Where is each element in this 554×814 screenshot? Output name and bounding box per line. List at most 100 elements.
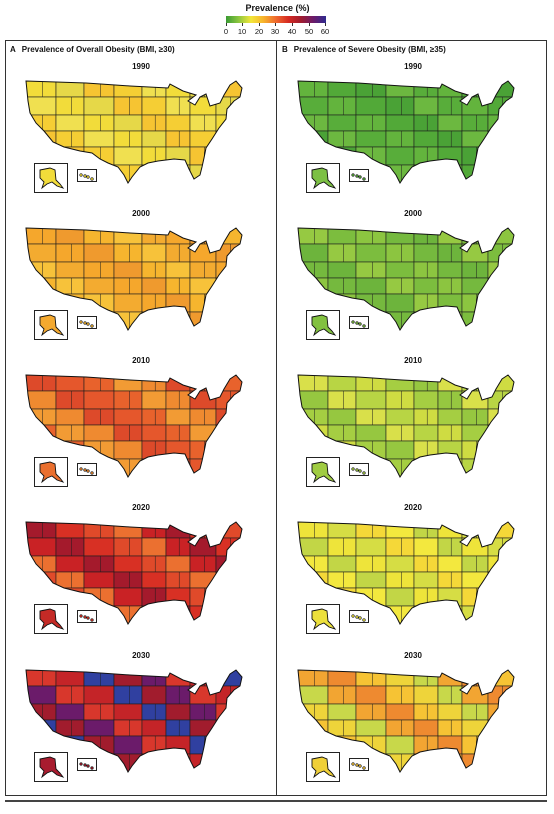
us-outline [297, 374, 515, 478]
state-region [215, 670, 242, 687]
hawaii-island [351, 467, 355, 471]
state-region [165, 96, 191, 116]
state-region [215, 605, 242, 624]
state-region [113, 670, 143, 687]
state-region [385, 670, 415, 687]
state-region [165, 261, 191, 279]
state-region [165, 243, 191, 263]
state-region [355, 522, 387, 539]
state-region [385, 537, 415, 557]
state-region [298, 130, 329, 148]
state-region [189, 605, 217, 624]
hawaii-island [358, 616, 362, 620]
state-region [113, 130, 143, 148]
prevalence-legend: Prevalence (%) 0 10 20 30 40 50 60 [220, 3, 335, 37]
state-region [26, 537, 57, 557]
state-region [83, 719, 115, 737]
state-region [215, 440, 242, 460]
state-region [355, 537, 387, 557]
state-region [327, 390, 357, 410]
state-region [437, 114, 463, 132]
hawaii-island [79, 173, 83, 177]
state-region [355, 424, 387, 442]
state-region [189, 243, 217, 263]
state-region [437, 605, 463, 624]
hawaii-island [355, 763, 359, 767]
state-region [487, 408, 514, 426]
panel-divider [276, 40, 277, 796]
state-region [113, 114, 143, 132]
hawaii-inset [77, 316, 97, 329]
state-region [487, 753, 514, 772]
state-region [487, 571, 514, 589]
state-region [189, 261, 217, 279]
hawaii-island [79, 614, 83, 618]
state-region [461, 537, 489, 557]
state-region [385, 375, 415, 392]
alaska-inset [34, 457, 68, 487]
state-region [461, 164, 489, 183]
hawaii-island [362, 324, 366, 328]
hawaii-island [362, 471, 366, 475]
state-region [165, 130, 191, 148]
state-region [113, 587, 143, 607]
state-region [487, 146, 514, 166]
state-region [83, 571, 115, 589]
state-region [437, 164, 463, 183]
state-region [189, 390, 217, 410]
hawaii-island [358, 322, 362, 326]
state-region [487, 81, 514, 98]
hawaii-island [90, 618, 94, 622]
state-region [141, 685, 167, 705]
state-region [165, 424, 191, 442]
state-region [141, 114, 167, 132]
legend-tick-label: 40 [287, 27, 297, 36]
state-region [26, 96, 57, 116]
alaska-shape [311, 461, 337, 484]
state-region [355, 555, 387, 573]
state-region [141, 424, 167, 442]
state-region [327, 96, 357, 116]
alaska-inset [306, 457, 340, 487]
state-region [413, 605, 439, 624]
state-region [385, 685, 415, 705]
state-region [55, 114, 85, 132]
state-region [298, 719, 329, 737]
state-region [413, 277, 439, 295]
alaska-inset [306, 310, 340, 340]
us-choropleth-map [292, 75, 520, 193]
state-region [113, 522, 143, 539]
panel-a-title: A Prevalence of Overall Obesity (BMI, ≥30… [10, 45, 175, 54]
state-region [413, 703, 439, 721]
hawaii-island [358, 175, 362, 179]
state-region [385, 146, 415, 166]
state-region [141, 571, 167, 589]
state-region [83, 293, 115, 313]
state-region [385, 261, 415, 279]
hawaii-island [358, 469, 362, 473]
hawaii-island [362, 618, 366, 622]
state-region [327, 277, 357, 295]
state-region [461, 458, 489, 477]
state-region [327, 424, 357, 442]
state-region [55, 390, 85, 410]
state-region [83, 375, 115, 392]
state-region [83, 587, 115, 607]
state-region [487, 587, 514, 607]
hawaii-island [83, 615, 87, 619]
state-region [437, 311, 463, 330]
state-region [215, 458, 242, 477]
state-region [113, 375, 143, 392]
state-region [165, 753, 191, 772]
state-region [355, 114, 387, 132]
state-region [113, 571, 143, 589]
state-region [355, 440, 387, 460]
state-region [413, 114, 439, 132]
state-region [215, 735, 242, 755]
state-region [327, 261, 357, 279]
map-year-label: 1990 [404, 62, 422, 71]
state-region [55, 537, 85, 557]
state-region [215, 375, 242, 392]
us-choropleth-map [20, 664, 248, 782]
legend-tick-label: 30 [270, 27, 280, 36]
